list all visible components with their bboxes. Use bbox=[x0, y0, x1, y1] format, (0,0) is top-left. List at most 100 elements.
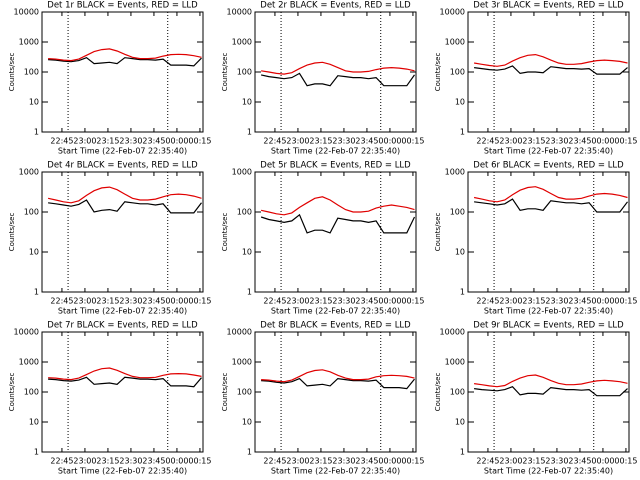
series-line bbox=[260, 213, 416, 234]
y-axis-label: Counts/sec bbox=[434, 213, 442, 252]
chart-title: Det 3r BLACK = Events, RED = LLD bbox=[473, 1, 624, 11]
x-tick-label: 00:00 bbox=[378, 137, 401, 146]
y-tick-label: 10 bbox=[455, 418, 465, 427]
y-tick-label: 10000 bbox=[14, 328, 39, 337]
series-line bbox=[48, 57, 202, 67]
y-tick-label: 1 bbox=[34, 448, 39, 457]
y-tick-label: 10000 bbox=[440, 8, 465, 17]
y-tick-label: 10 bbox=[29, 418, 39, 427]
y-tick-label: 10000 bbox=[227, 8, 252, 17]
series-line bbox=[474, 53, 628, 67]
series-line bbox=[48, 199, 202, 214]
plot-frame bbox=[467, 11, 630, 133]
x-tick-label: 23:00 bbox=[286, 297, 309, 306]
x-tick-label: 00:15 bbox=[401, 297, 424, 306]
x-tick-label: 00:15 bbox=[614, 457, 637, 466]
x-tick-label: 23:00 bbox=[286, 457, 309, 466]
x-axis-label: Start Time (22-Feb-07 22:35:40) bbox=[58, 147, 187, 156]
y-axis-label: Counts/sec bbox=[8, 53, 16, 92]
x-tick-label: 23:45 bbox=[355, 137, 378, 146]
x-tick-label: 23:15 bbox=[309, 457, 332, 466]
x-tick-label: 23:00 bbox=[73, 457, 96, 466]
y-tick-label: 1 bbox=[34, 128, 39, 137]
x-tick-label: 22:45 bbox=[476, 297, 499, 306]
series-line bbox=[474, 385, 628, 397]
y-tick-label: 1000 bbox=[19, 38, 39, 47]
x-axis-label: Start Time (22-Feb-07 22:35:40) bbox=[484, 147, 613, 156]
x-tick-label: 22:45 bbox=[50, 137, 73, 146]
y-tick-label: 100 bbox=[450, 388, 465, 397]
x-tick-label: 22:45 bbox=[476, 137, 499, 146]
x-tick-label: 23:30 bbox=[119, 457, 142, 466]
y-tick-label: 100 bbox=[24, 388, 39, 397]
x-axis-label: Start Time (22-Feb-07 22:35:40) bbox=[271, 147, 400, 156]
series-line bbox=[48, 376, 202, 388]
plot-frame bbox=[41, 11, 204, 133]
panel: Det 3r BLACK = Events, RED = LLD Start Ti… bbox=[434, 1, 637, 156]
x-tick-label: 23:30 bbox=[545, 297, 568, 306]
x-tick-label: 23:15 bbox=[522, 297, 545, 306]
x-tick-label: 23:00 bbox=[73, 297, 96, 306]
x-tick-label: 00:00 bbox=[591, 457, 614, 466]
y-tick-label: 1000 bbox=[19, 168, 39, 177]
x-axis-label: Start Time (22-Feb-07 22:35:40) bbox=[484, 307, 613, 316]
x-tick-label: 23:15 bbox=[96, 457, 119, 466]
plot-frame bbox=[41, 171, 204, 293]
x-tick-label: 23:00 bbox=[73, 137, 96, 146]
x-tick-label: 23:15 bbox=[522, 457, 545, 466]
panel: Det 8r BLACK = Events, RED = LLD Start Ti… bbox=[221, 321, 424, 476]
x-tick-label: 00:15 bbox=[401, 457, 424, 466]
x-axis-label: Start Time (22-Feb-07 22:35:40) bbox=[271, 307, 400, 316]
y-tick-label: 1 bbox=[247, 128, 252, 137]
panel: Det 4r BLACK = Events, RED = LLD Start Ti… bbox=[8, 161, 211, 316]
y-tick-label: 1000 bbox=[445, 358, 465, 367]
y-tick-label: 1 bbox=[460, 128, 465, 137]
x-axis-label: Start Time (22-Feb-07 22:35:40) bbox=[271, 467, 400, 476]
x-axis-label: Start Time (22-Feb-07 22:35:40) bbox=[58, 467, 187, 476]
x-tick-label: 00:15 bbox=[188, 457, 211, 466]
x-tick-label: 23:30 bbox=[332, 137, 355, 146]
x-tick-label: 23:00 bbox=[499, 137, 522, 146]
y-tick-label: 10 bbox=[242, 248, 252, 257]
y-tick-label: 1 bbox=[460, 288, 465, 297]
x-axis-label: Start Time (22-Feb-07 22:35:40) bbox=[484, 467, 613, 476]
x-tick-label: 22:45 bbox=[476, 457, 499, 466]
x-axis-label: Start Time (22-Feb-07 22:35:40) bbox=[58, 307, 187, 316]
y-tick-label: 100 bbox=[450, 208, 465, 217]
panel: Det 1r BLACK = Events, RED = LLD Start Ti… bbox=[8, 1, 211, 156]
x-tick-label: 23:30 bbox=[545, 137, 568, 146]
x-tick-label: 00:15 bbox=[188, 137, 211, 146]
x-tick-label: 23:45 bbox=[142, 297, 165, 306]
x-tick-label: 00:00 bbox=[378, 457, 401, 466]
x-tick-label: 23:45 bbox=[568, 297, 591, 306]
y-axis-label: Counts/sec bbox=[434, 373, 442, 412]
y-tick-label: 10 bbox=[29, 98, 39, 107]
series-line bbox=[260, 196, 415, 216]
x-tick-label: 23:45 bbox=[142, 137, 165, 146]
x-tick-label: 23:45 bbox=[568, 457, 591, 466]
x-tick-label: 00:00 bbox=[591, 297, 614, 306]
x-tick-label: 23:00 bbox=[286, 137, 309, 146]
series-line bbox=[47, 186, 202, 204]
x-tick-label: 00:15 bbox=[614, 137, 637, 146]
x-tick-label: 22:45 bbox=[50, 297, 73, 306]
x-tick-label: 22:45 bbox=[263, 297, 286, 306]
plot-frame bbox=[254, 331, 417, 453]
y-axis-label: Counts/sec bbox=[8, 213, 16, 252]
series-line bbox=[474, 198, 628, 213]
y-tick-label: 1000 bbox=[232, 168, 252, 177]
x-tick-label: 23:15 bbox=[96, 297, 119, 306]
series-line bbox=[48, 367, 202, 381]
y-tick-label: 1000 bbox=[232, 38, 252, 47]
x-tick-label: 00:00 bbox=[165, 297, 188, 306]
plot-frame bbox=[41, 331, 204, 453]
x-tick-label: 23:30 bbox=[332, 297, 355, 306]
y-tick-label: 1000 bbox=[232, 358, 252, 367]
chart-title: Det 8r BLACK = Events, RED = LLD bbox=[260, 321, 411, 331]
series-line bbox=[48, 48, 202, 62]
y-tick-label: 10 bbox=[455, 98, 465, 107]
y-axis-label: Counts/sec bbox=[8, 373, 16, 412]
x-tick-label: 00:00 bbox=[165, 137, 188, 146]
y-tick-label: 10 bbox=[242, 418, 252, 427]
